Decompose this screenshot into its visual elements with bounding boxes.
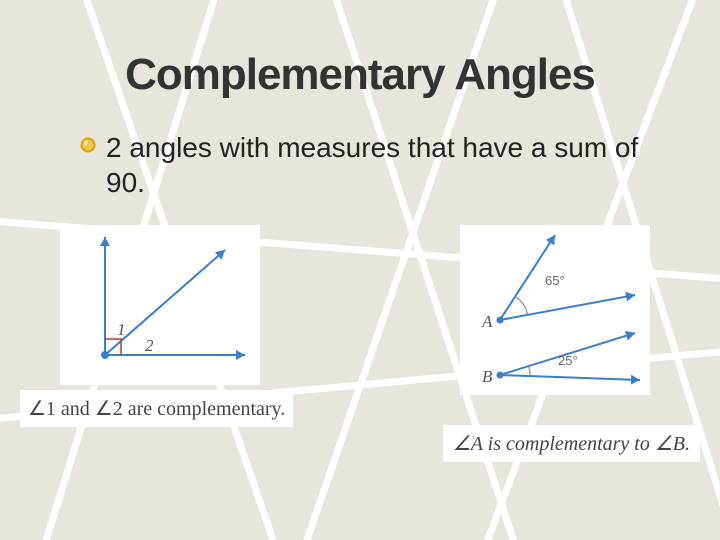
svg-text:25°: 25° xyxy=(558,353,578,368)
svg-text:A: A xyxy=(481,312,493,331)
svg-text:1: 1 xyxy=(117,320,126,339)
slide-title: Complementary Angles xyxy=(50,50,670,100)
bullet-text: 2 angles with measures that have a sum o… xyxy=(106,130,670,200)
diagrams-area: 12 ∠1 and ∠2 are complementary. 65°A25°B… xyxy=(50,225,670,525)
figure-1: 12 xyxy=(60,225,260,385)
bullet-item: 2 angles with measures that have a sum o… xyxy=(80,130,670,200)
slide-content: Complementary Angles 2 angles with measu… xyxy=(0,0,720,525)
svg-text:2: 2 xyxy=(145,336,154,355)
bullet-icon xyxy=(80,137,96,153)
figure-2-caption: ∠A is complementary to ∠B. xyxy=(443,425,700,462)
figure-1-caption: ∠1 and ∠2 are complementary. xyxy=(20,390,293,427)
figure-2: 65° A 25° B xyxy=(460,225,650,395)
svg-text:65°: 65° xyxy=(545,273,565,288)
svg-text:B: B xyxy=(482,367,493,386)
